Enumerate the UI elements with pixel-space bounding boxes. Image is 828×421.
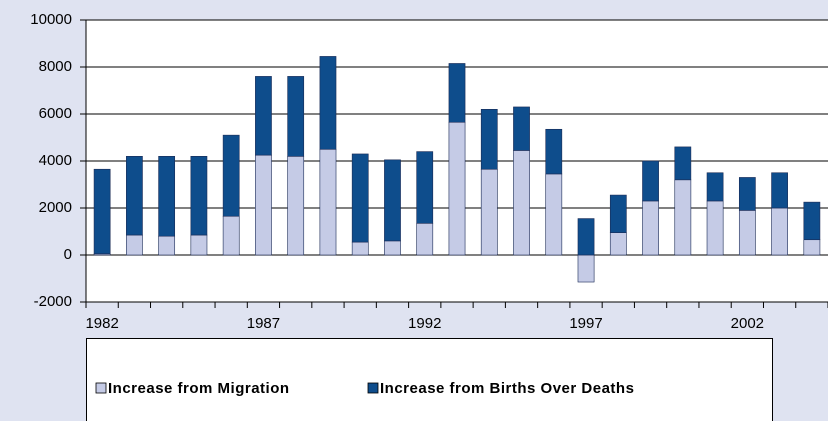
bar-segment <box>480 109 498 170</box>
legend-label: Increase from Migration <box>108 380 290 397</box>
bar-segment <box>545 128 563 175</box>
bar-segment <box>738 177 756 211</box>
bar-segment <box>577 254 595 283</box>
bar-segment <box>222 134 240 217</box>
bar-segment <box>674 179 692 256</box>
bar-segment <box>480 168 498 256</box>
bar-segment <box>351 241 369 256</box>
bar-segment <box>577 218 595 256</box>
y-tick-label: 2000 <box>39 199 72 216</box>
bar-segment <box>545 173 563 256</box>
legend-box <box>86 338 773 421</box>
x-tick-label: 2002 <box>731 315 764 332</box>
bar-segment <box>255 76 272 156</box>
bar-segment <box>448 121 466 256</box>
bar-segment <box>384 159 401 242</box>
bar-segment <box>287 156 305 256</box>
bar-segment <box>448 63 466 123</box>
bar-segment <box>803 239 821 256</box>
bar-segment <box>771 172 788 209</box>
y-tick-label: 8000 <box>39 58 72 75</box>
bar-segment <box>93 168 111 255</box>
bar-segment <box>513 150 530 256</box>
bar-segment <box>771 207 788 256</box>
bar-segment <box>190 234 208 256</box>
bar-segment <box>126 234 143 256</box>
bar-segment <box>706 172 724 202</box>
y-tick-label: 6000 <box>39 105 72 122</box>
x-tick-label: 1987 <box>247 315 280 332</box>
bar-segment <box>384 240 401 256</box>
bar-segment <box>513 106 530 151</box>
bar-segment <box>642 200 659 256</box>
x-tick-label: 1992 <box>408 315 441 332</box>
bar-segment <box>190 156 208 236</box>
bar-segment <box>255 154 272 256</box>
bar-segment <box>416 151 434 224</box>
x-tick-label: 1982 <box>85 315 118 332</box>
bar-segment <box>319 56 337 150</box>
bar-segment <box>126 156 143 236</box>
bar-segment <box>609 194 627 233</box>
bar-segment <box>706 200 724 256</box>
bar-segment <box>642 160 659 202</box>
bar-segment <box>351 153 369 243</box>
y-tick-label: 0 <box>64 246 72 263</box>
y-tick-label: 4000 <box>39 152 72 169</box>
bar-segment <box>158 235 176 256</box>
bar-segment <box>803 201 821 241</box>
y-tick-label: 10000 <box>30 11 72 28</box>
bar-segment <box>609 232 627 256</box>
bar-segment <box>158 156 176 237</box>
bar-segment <box>738 210 756 256</box>
bar-segment <box>319 148 337 256</box>
bar-segment <box>287 76 305 157</box>
y-tick-label: -2000 <box>34 293 72 310</box>
legend-swatch <box>95 382 107 394</box>
legend-swatch <box>367 382 379 394</box>
legend-label: Increase from Births Over Deaths <box>380 380 634 397</box>
bar-segment <box>416 222 434 256</box>
bar-segment <box>222 215 240 256</box>
bar-segment <box>674 146 692 181</box>
x-tick-label: 1997 <box>569 315 602 332</box>
